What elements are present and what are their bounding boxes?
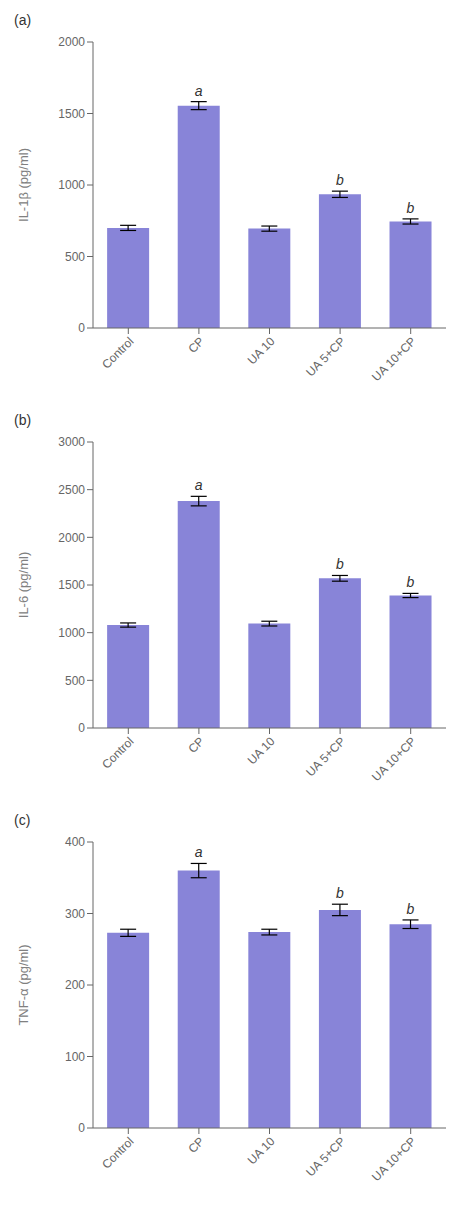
svg-text:IL-6 (pg/ml): IL-6 (pg/ml) <box>16 552 31 618</box>
svg-text:2000: 2000 <box>58 35 85 49</box>
svg-text:100: 100 <box>65 1050 85 1064</box>
svg-text:400: 400 <box>65 835 85 849</box>
svg-text:CP: CP <box>185 734 207 756</box>
svg-text:UA 10: UA 10 <box>245 734 278 767</box>
svg-text:b: b <box>407 574 415 590</box>
html-text:(a): (a) <box>14 12 32 28</box>
svg-text:1000: 1000 <box>58 178 85 192</box>
svg-text:CP: CP <box>185 1134 207 1156</box>
svg-text:b: b <box>336 556 344 572</box>
svg-text:2500: 2500 <box>58 483 85 497</box>
svg-text:1000: 1000 <box>58 626 85 640</box>
svg-text:1500: 1500 <box>58 107 85 121</box>
svg-text:200: 200 <box>65 978 85 992</box>
svg-text:300: 300 <box>65 907 85 921</box>
svg-text:0: 0 <box>78 1121 85 1135</box>
svg-text:500: 500 <box>65 250 85 264</box>
svg-text:Control: Control <box>99 334 136 371</box>
svg-text:Control: Control <box>99 1134 136 1171</box>
svg-text:CP: CP <box>185 334 207 356</box>
svg-text:0: 0 <box>78 721 85 735</box>
svg-text:b: b <box>336 885 344 901</box>
svg-text:UA 10: UA 10 <box>245 1134 278 1167</box>
svg-text:a: a <box>195 844 203 860</box>
svg-text:UA 10: UA 10 <box>245 334 278 367</box>
svg-text:UA 5+CP: UA 5+CP <box>303 334 348 379</box>
svg-text:1500: 1500 <box>58 578 85 592</box>
svg-text:0: 0 <box>78 321 85 335</box>
svg-text:a: a <box>195 477 203 493</box>
svg-text:b: b <box>336 172 344 188</box>
svg-text:IL-1β (pg/ml): IL-1β (pg/ml) <box>16 148 31 222</box>
svg-text:UA 5+CP: UA 5+CP <box>303 1134 348 1179</box>
svg-text:Control: Control <box>99 734 136 771</box>
svg-text:UA 10+CP: UA 10+CP <box>369 734 419 784</box>
svg-text:500: 500 <box>65 674 85 688</box>
svg-text:UA 10+CP: UA 10+CP <box>369 1134 419 1184</box>
svg-text:2000: 2000 <box>58 531 85 545</box>
svg-text:TNF-α (pg/ml): TNF-α (pg/ml) <box>16 944 31 1025</box>
svg-text:b: b <box>407 901 415 917</box>
svg-text:3000: 3000 <box>58 435 85 449</box>
html-text:(b): (b) <box>14 412 32 428</box>
html-text:(c): (c) <box>14 812 31 828</box>
svg-text:UA 10+CP: UA 10+CP <box>369 334 419 384</box>
svg-text:b: b <box>407 200 415 216</box>
svg-text:a: a <box>195 83 203 99</box>
svg-text:UA 5+CP: UA 5+CP <box>303 734 348 779</box>
